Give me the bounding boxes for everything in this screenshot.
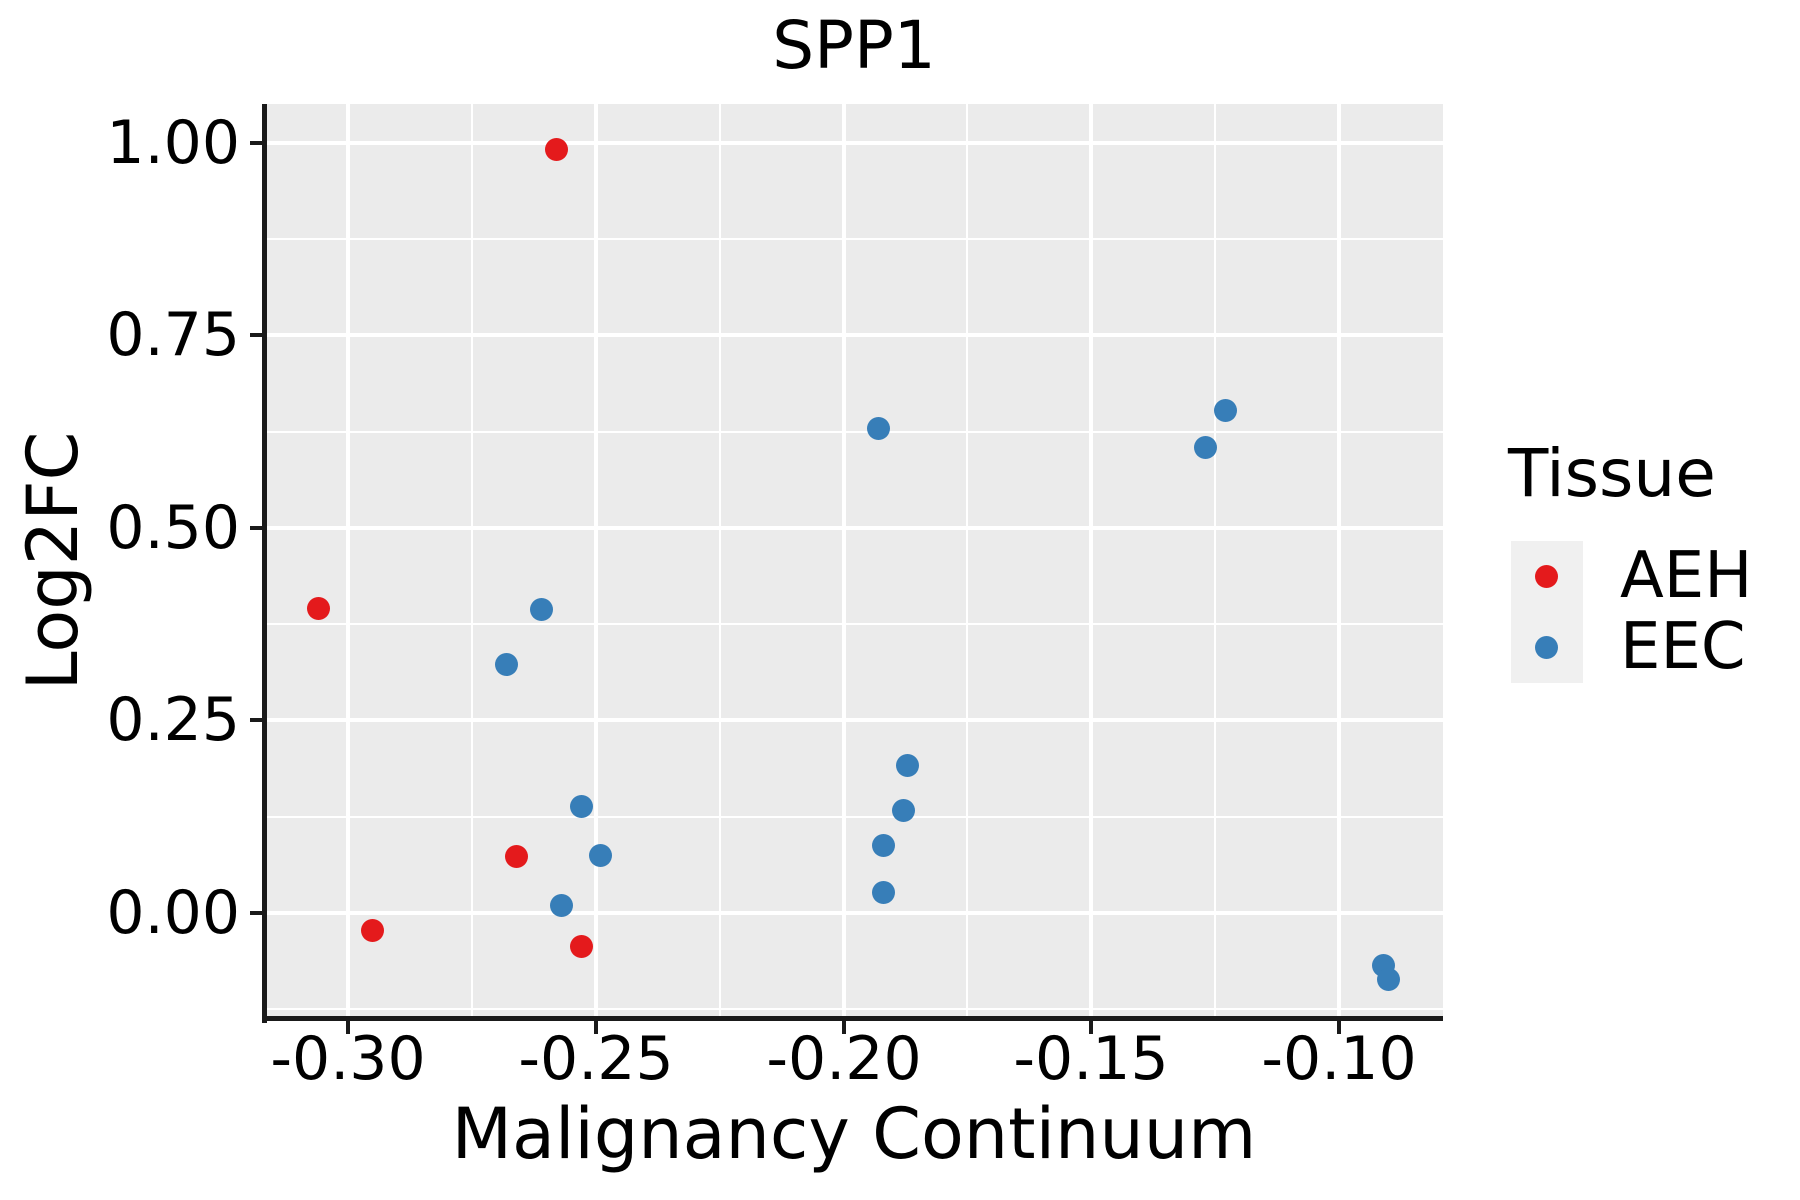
legend-label-eec: EEC	[1620, 610, 1746, 684]
y-axis-line	[262, 104, 267, 1023]
data-point-aeh	[545, 138, 568, 161]
y-minor-gridline	[265, 238, 1443, 240]
data-point-aeh	[307, 597, 330, 620]
data-point-aeh	[570, 935, 593, 958]
y-minor-gridline	[265, 1008, 1443, 1010]
data-point-eec	[896, 754, 919, 777]
x-tick-label: -0.15	[1013, 1024, 1169, 1094]
x-minor-gridline	[966, 104, 968, 1018]
y-tick-label: 1.00	[106, 108, 240, 178]
data-point-eec	[867, 417, 890, 440]
x-major-gridline	[346, 104, 350, 1018]
y-tick-mark	[250, 141, 263, 145]
data-point-eec	[530, 598, 553, 621]
data-point-eec	[1377, 968, 1400, 991]
x-tick-label: -0.20	[766, 1024, 922, 1094]
x-tick-mark	[594, 1021, 598, 1034]
data-point-eec	[570, 795, 593, 818]
legend-title: Tissue	[1508, 435, 1716, 512]
y-tick-label: 0.75	[106, 300, 240, 370]
y-tick-mark	[250, 911, 263, 915]
x-axis-title: Malignancy Continuum	[451, 1093, 1257, 1175]
x-minor-gridline	[1214, 104, 1216, 1018]
dot-icon	[1535, 565, 1558, 588]
x-tick-mark	[346, 1021, 350, 1034]
data-point-aeh	[505, 845, 528, 868]
y-minor-gridline	[265, 623, 1443, 625]
y-tick-mark	[250, 718, 263, 722]
plot-panel	[265, 104, 1443, 1018]
y-tick-label: 0.50	[106, 493, 240, 563]
legend-label-aeh: AEH	[1620, 539, 1753, 613]
x-tick-mark	[1337, 1021, 1341, 1034]
x-tick-label: -0.10	[1261, 1024, 1417, 1094]
data-point-eec	[550, 894, 573, 917]
y-minor-gridline	[265, 431, 1443, 433]
y-tick-label: 0.25	[106, 685, 240, 755]
x-minor-gridline	[471, 104, 473, 1018]
x-tick-mark	[842, 1021, 846, 1034]
data-point-eec	[892, 799, 915, 822]
y-major-gridline	[265, 141, 1443, 145]
x-major-gridline	[1089, 104, 1093, 1018]
data-point-aeh	[361, 919, 384, 942]
y-axis-title: Log2FC	[12, 431, 94, 691]
y-minor-gridline	[265, 816, 1443, 818]
x-axis-line	[262, 1016, 1443, 1021]
data-point-eec	[872, 881, 895, 904]
data-point-eec	[589, 844, 612, 867]
x-tick-label: -0.25	[518, 1024, 674, 1094]
y-major-gridline	[265, 911, 1443, 915]
x-tick-label: -0.30	[270, 1024, 426, 1094]
y-major-gridline	[265, 333, 1443, 337]
y-major-gridline	[265, 526, 1443, 530]
legend-key-aeh	[1511, 541, 1583, 612]
chart-title: SPP1	[772, 7, 936, 84]
dot-icon	[1535, 636, 1558, 659]
x-major-gridline	[1337, 104, 1341, 1018]
y-tick-mark	[250, 526, 263, 530]
data-point-eec	[1214, 399, 1237, 422]
legend-key-eec	[1511, 612, 1583, 683]
data-point-eec	[1194, 436, 1217, 459]
y-tick-mark	[250, 333, 263, 337]
data-point-eec	[495, 653, 518, 676]
data-point-eec	[872, 834, 895, 857]
y-major-gridline	[265, 718, 1443, 722]
x-major-gridline	[842, 104, 846, 1018]
y-tick-label: 0.00	[106, 878, 240, 948]
x-major-gridline	[594, 104, 598, 1018]
x-tick-mark	[1089, 1021, 1093, 1034]
x-minor-gridline	[719, 104, 721, 1018]
